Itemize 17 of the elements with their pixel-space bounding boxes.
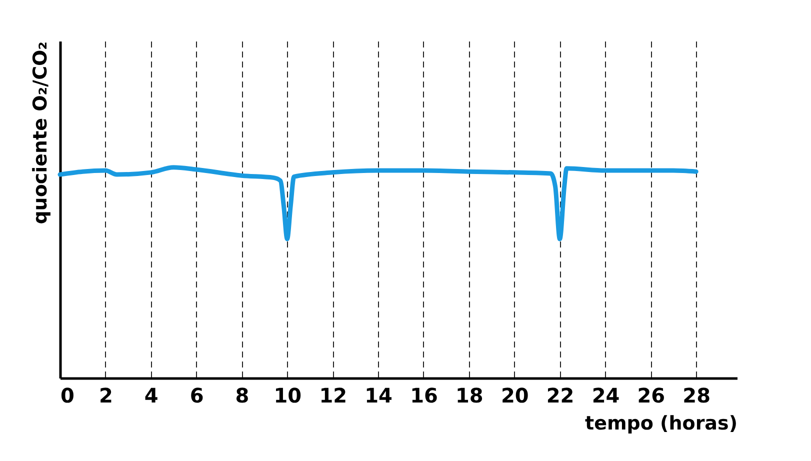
x-tick-label: 6 (190, 384, 204, 408)
x-tick-label: 4 (144, 384, 158, 408)
x-tick-label: 20 (500, 384, 529, 408)
x-tick-label: 28 (682, 384, 711, 408)
x-tick-label: 10 (274, 384, 302, 408)
x-tick-label: 0 (60, 384, 74, 408)
x-tick-label: 12 (319, 384, 348, 408)
x-tick-label: 16 (410, 384, 438, 408)
x-axis-title: tempo (horas) (585, 412, 738, 434)
x-tick-label: 18 (456, 384, 484, 408)
x-tick-label: 24 (592, 384, 620, 408)
x-tick-label: 14 (364, 384, 392, 408)
x-tick-label: 22 (546, 384, 574, 408)
y-axis-title: quociente O₂/CO₂ (30, 42, 52, 224)
x-tick-label: 8 (235, 384, 250, 408)
x-tick-label: 26 (637, 384, 666, 408)
x-tick-label: 2 (98, 384, 113, 408)
